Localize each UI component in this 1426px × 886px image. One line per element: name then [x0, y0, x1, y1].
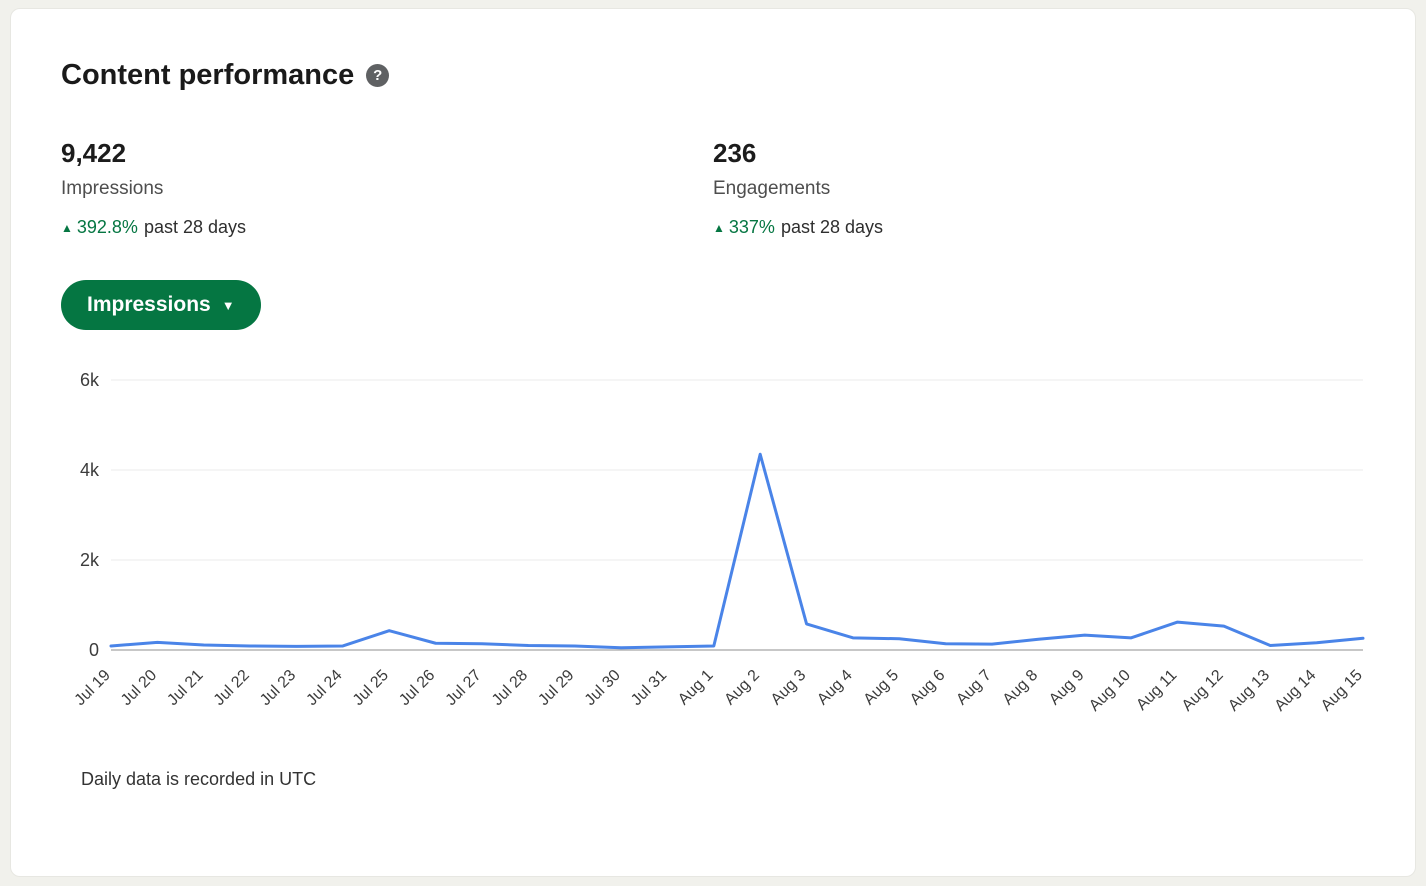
chevron-down-icon: ▼: [221, 297, 235, 313]
trend-up-icon: ▲: [713, 220, 725, 235]
x-tick-label: Jul 23: [257, 667, 299, 709]
x-tick-label: Jul 29: [535, 667, 577, 709]
x-tick-label: Jul 25: [350, 667, 392, 709]
engagements-label: Engagements: [713, 178, 831, 199]
engagements-change-pct: 337%: [728, 217, 775, 237]
x-tick-label: Jul 28: [489, 667, 531, 709]
chart-line: [109, 452, 1365, 650]
chart-container: 0 2k 4k 6k Jul 19 Jul 20 Jul 21 Jul 22 Jul 23 Jul…: [61, 364, 1371, 761]
trend-up-icon: ▲: [61, 220, 73, 235]
content-performance-card: Content performance ? 9,422 Impressions …: [10, 8, 1416, 877]
x-tick-label: Jul 19: [72, 667, 114, 709]
engagements-change: ▲ 337% past 28 days: [713, 217, 1365, 238]
impressions-change-pct: 392.8%: [76, 217, 138, 237]
page-title: Content performance: [61, 59, 355, 91]
y-tick-label: 2k: [80, 550, 100, 570]
x-tick-label: Aug 9: [1046, 667, 1088, 709]
x-tick-label: Jul 21: [164, 667, 206, 709]
x-tick-label: Aug 5: [861, 667, 903, 709]
impressions-change-period: past 28 days: [143, 217, 247, 237]
x-tick-label: Aug 4: [814, 667, 856, 709]
y-tick-label: 4k: [80, 460, 100, 480]
engagements-value: 236: [713, 138, 757, 168]
metric-dropdown-button[interactable]: Impressions ▼: [61, 280, 261, 330]
engagements-change-period: past 28 days: [780, 217, 884, 237]
x-tick-label: Aug 15: [1318, 667, 1366, 715]
card-header: Content performance ?: [61, 59, 1371, 92]
x-tick-label: Aug 1: [675, 667, 717, 709]
x-tick-label: Aug 7: [953, 667, 995, 709]
x-tick-label: Jul 24: [303, 667, 345, 709]
stat-impressions: 9,422 Impressions ▲ 392.8% past 28 days: [61, 138, 713, 238]
metric-dropdown-label: Impressions: [87, 293, 211, 316]
x-tick-label: Jul 30: [582, 667, 624, 709]
x-tick-label: Aug 2: [721, 667, 763, 709]
chart-footnote: Daily data is recorded in UTC: [81, 769, 317, 789]
x-tick-label: Aug 3: [768, 667, 810, 709]
y-tick-label: 6k: [80, 370, 100, 390]
x-tick-label: Aug 11: [1133, 667, 1180, 714]
stats-row: 9,422 Impressions ▲ 392.8% past 28 days …: [61, 138, 1371, 238]
y-tick-label: 0: [89, 640, 99, 660]
x-tick-label: Jul 31: [628, 667, 670, 709]
x-tick-label: Aug 12: [1179, 667, 1227, 715]
impressions-value: 9,422: [61, 138, 127, 168]
impressions-change: ▲ 392.8% past 28 days: [61, 217, 713, 238]
x-tick-label: Aug 14: [1272, 667, 1320, 715]
impressions-label: Impressions: [61, 178, 164, 199]
x-tick-label: Jul 22: [211, 667, 253, 709]
x-tick-label: Aug 10: [1086, 667, 1134, 715]
x-tick-label: Jul 20: [118, 667, 160, 709]
stat-engagements: 236 Engagements ▲ 337% past 28 days: [713, 138, 1365, 238]
x-tick-label: Aug 13: [1225, 667, 1273, 715]
x-tick-label: Aug 8: [1000, 667, 1042, 709]
x-tick-label: Jul 27: [443, 667, 485, 709]
x-tick-label: Aug 6: [907, 667, 949, 709]
x-tick-label: Jul 26: [396, 667, 438, 709]
help-icon[interactable]: ?: [366, 64, 390, 87]
